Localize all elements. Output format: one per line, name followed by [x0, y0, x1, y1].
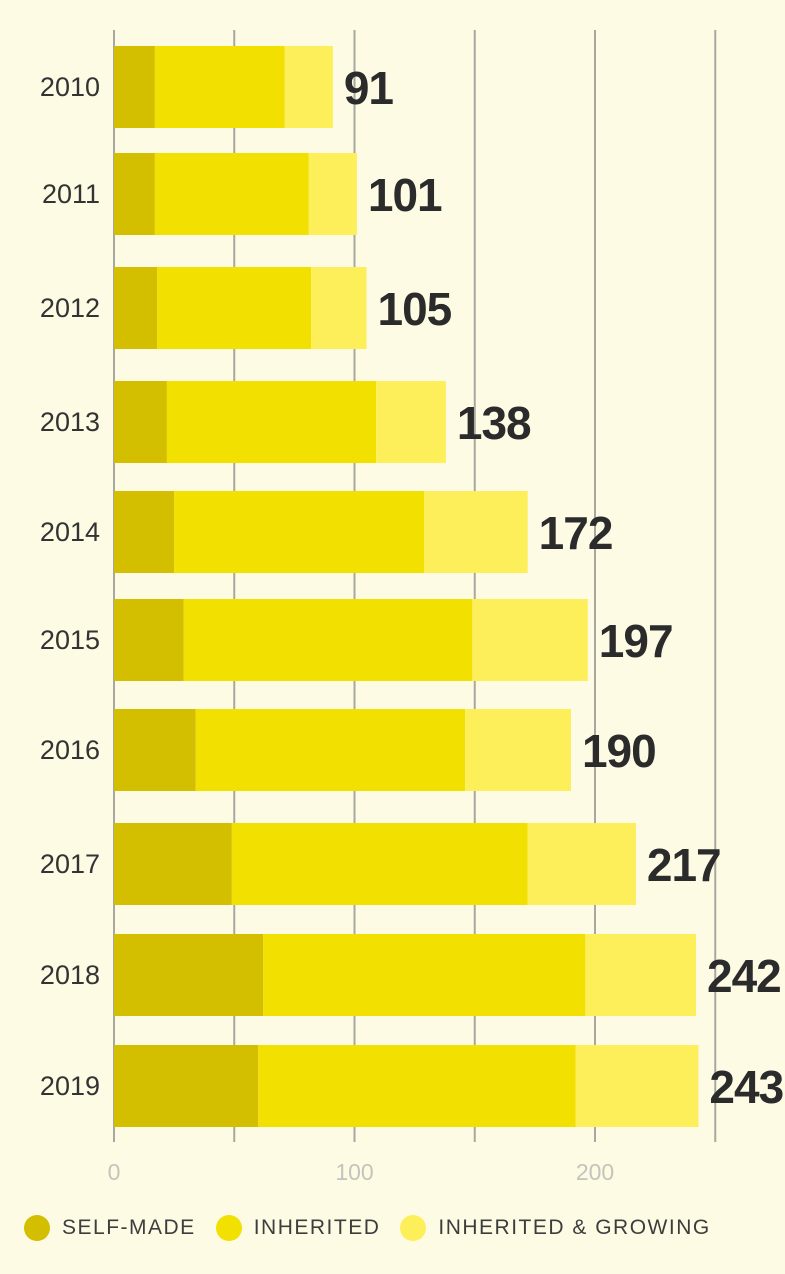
bar-segment-inherited-growing — [527, 823, 636, 905]
bar-segment-inherited-growing — [308, 153, 357, 235]
total-value-label: 242 — [707, 950, 781, 1002]
bar-segment-self-made — [114, 46, 155, 128]
bar-segment-inherited — [258, 1045, 576, 1127]
total-value-label: 217 — [647, 839, 721, 891]
bar-segment-inherited — [174, 491, 425, 573]
legend-item-inherited: INHERITED — [215, 1215, 381, 1241]
y-tick-label: 2010 — [40, 72, 100, 102]
y-tick-label: 2015 — [40, 625, 100, 655]
bar-segment-inherited-growing — [284, 46, 333, 128]
y-tick-label: 2014 — [40, 517, 100, 547]
y-tick-label: 2018 — [40, 960, 100, 990]
bar-segment-inherited-growing — [585, 934, 697, 1016]
y-tick-label: 2017 — [40, 849, 100, 879]
bar-segment-self-made — [114, 823, 232, 905]
bar-segment-self-made — [114, 1045, 259, 1127]
total-value-label: 190 — [582, 725, 656, 777]
legend: SELF-MADE INHERITED INHERITED & GROWING — [24, 1210, 711, 1246]
bar-segment-inherited — [157, 267, 312, 349]
y-tick-label: 2013 — [40, 407, 100, 437]
bar-segment-inherited — [154, 153, 309, 235]
legend-swatch-self-made — [24, 1215, 50, 1241]
bar-segment-inherited-growing — [472, 599, 588, 681]
y-tick-label: 2012 — [40, 293, 100, 323]
bar-segment-self-made — [114, 709, 196, 791]
bar-segment-inherited — [263, 934, 586, 1016]
legend-item-inherited-growing: INHERITED & GROWING — [400, 1215, 710, 1241]
bar-segment-inherited-growing — [376, 381, 446, 463]
bar-segment-inherited — [231, 823, 528, 905]
bar-segment-self-made — [114, 153, 155, 235]
total-value-label: 197 — [599, 615, 673, 667]
bar-segment-inherited-growing — [424, 491, 528, 573]
x-tick-label: 100 — [335, 1159, 373, 1185]
legend-label-inherited-growing: INHERITED & GROWING — [438, 1216, 711, 1239]
legend-item-self-made: SELF-MADE — [24, 1215, 196, 1241]
legend-swatch-inherited — [215, 1215, 242, 1241]
legend-swatch-inherited-growing — [400, 1215, 427, 1241]
bar-segment-inherited — [195, 709, 466, 791]
total-value-label: 105 — [378, 283, 452, 335]
total-value-label: 101 — [368, 169, 442, 221]
bar-segment-inherited — [166, 381, 377, 463]
y-tick-label: 2016 — [40, 735, 100, 765]
bar-segment-inherited — [183, 599, 473, 681]
bar-segment-self-made — [114, 491, 175, 573]
bar-segment-self-made — [114, 381, 167, 463]
bar-segment-self-made — [114, 934, 264, 1016]
total-value-label: 172 — [539, 507, 613, 559]
total-value-label: 138 — [457, 397, 531, 449]
bar-segment-self-made — [114, 267, 158, 349]
legend-label-inherited: INHERITED — [253, 1216, 381, 1239]
bar-segment-inherited-growing — [465, 709, 571, 791]
legend-label-self-made: SELF-MADE — [62, 1216, 196, 1239]
bar-segment-inherited — [154, 46, 285, 128]
y-tick-label: 2019 — [40, 1071, 100, 1101]
x-tick-label: 200 — [576, 1159, 614, 1185]
x-tick-label: 0 — [108, 1159, 121, 1185]
bar-segment-inherited-growing — [575, 1045, 699, 1127]
total-value-label: 243 — [709, 1061, 783, 1113]
bar-segment-self-made — [114, 599, 184, 681]
bar-segment-inherited-growing — [311, 267, 367, 349]
total-value-label: 91 — [344, 62, 394, 114]
y-tick-label: 2011 — [42, 179, 100, 209]
